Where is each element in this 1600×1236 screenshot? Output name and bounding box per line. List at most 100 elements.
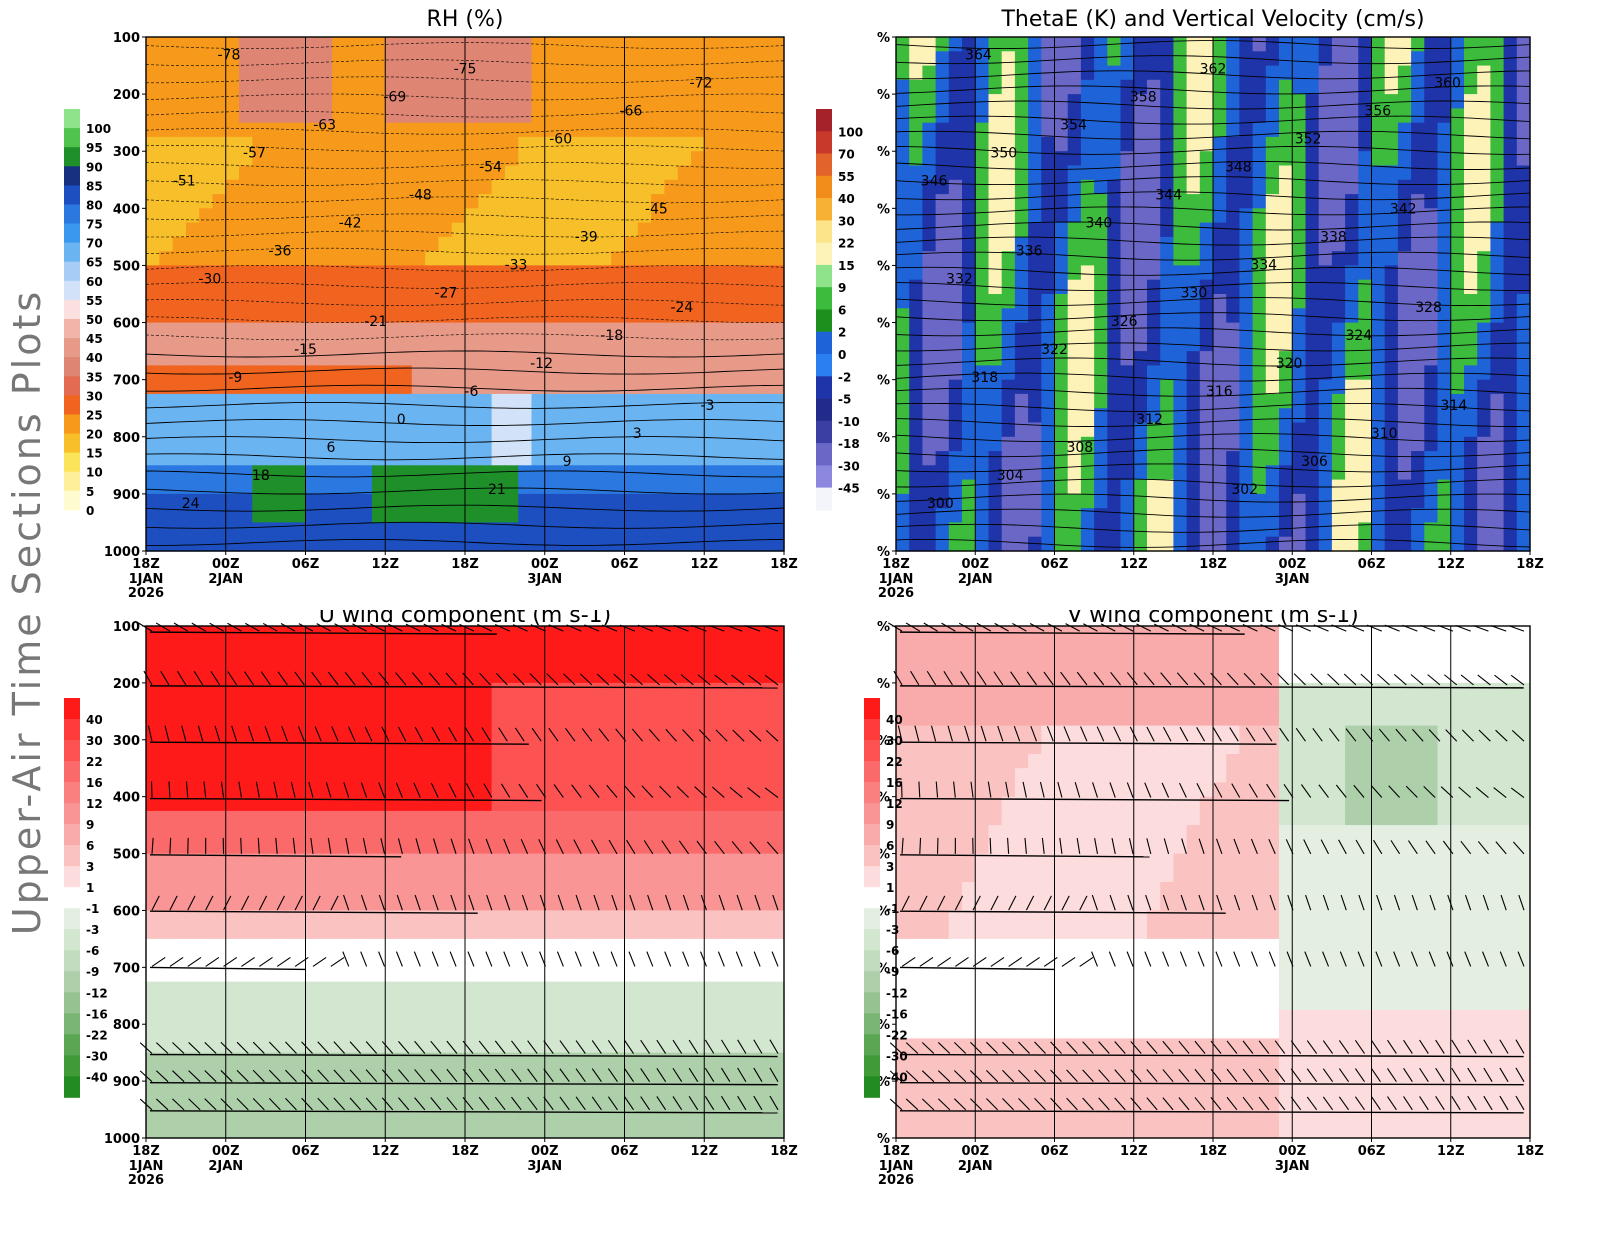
contour-label: -66: [619, 104, 642, 120]
field-cell: [345, 65, 360, 81]
field-cell: [962, 165, 976, 181]
field-cell: [265, 94, 280, 109]
field-cell: [1358, 465, 1373, 481]
field-cell: [398, 725, 413, 741]
field-cell: [637, 924, 652, 940]
field-cell: [1516, 508, 1531, 524]
field-cell: [1477, 279, 1491, 295]
field-cell: [345, 108, 360, 124]
field-cell: [212, 839, 227, 855]
field-cell: [1477, 65, 1491, 81]
field-cell: [1133, 351, 1148, 366]
field-cell: [465, 697, 479, 712]
field-cell: [1265, 351, 1280, 366]
field-cell: [1358, 94, 1373, 109]
field-cell: [425, 379, 439, 395]
field-cell: [571, 179, 586, 195]
field-cell: [239, 208, 253, 224]
field-cell: [1001, 108, 1016, 124]
field-cell: [571, 136, 586, 152]
field-cell: [159, 493, 174, 509]
field-cell: [1279, 94, 1293, 109]
field-cell: [172, 768, 187, 783]
field-cell: [1173, 379, 1188, 395]
field-cell: [1252, 493, 1267, 509]
field-cell: [1331, 208, 1346, 224]
field-cell: [611, 682, 626, 698]
field-cell: [1186, 294, 1201, 309]
field-cell: [637, 251, 652, 267]
colorbar-label: 60: [86, 275, 103, 289]
field-cell: [677, 522, 692, 538]
x-tick-label: 18Z: [882, 557, 910, 572]
field-cell: [185, 754, 200, 769]
field-cell: [345, 393, 360, 409]
field-cell: [1014, 151, 1029, 167]
field-cell: [372, 938, 386, 954]
field-cell: [1477, 51, 1491, 67]
field-cell: [332, 308, 346, 324]
field-cell: [664, 896, 679, 911]
field-cell: [1028, 194, 1042, 209]
field-cell: [544, 938, 559, 954]
field-cell: [318, 208, 333, 224]
field-cell: [425, 896, 439, 911]
field-cell: [199, 165, 214, 181]
field-cell: [465, 251, 479, 267]
field-cell: [691, 422, 705, 438]
field-cell: [1450, 79, 1465, 95]
field-cell: [597, 179, 612, 195]
field-cell: [1213, 51, 1227, 67]
field-cell: [730, 236, 745, 252]
field-cell: [1503, 279, 1518, 295]
field-cell: [597, 697, 612, 712]
field-cell: [358, 408, 373, 424]
field-cell: [611, 408, 626, 424]
field-cell: [225, 308, 240, 324]
field-cell: [975, 522, 990, 538]
field-cell: [372, 94, 386, 109]
field-cell: [757, 739, 772, 755]
contour-label: 320: [1276, 356, 1303, 372]
field-cell: [159, 251, 174, 267]
field-cell: [146, 65, 160, 81]
field-cell: [345, 508, 360, 524]
field-cell: [988, 393, 1003, 409]
field-cell: [1424, 179, 1439, 195]
field-cell: [372, 37, 386, 52]
field-cell: [1424, 194, 1439, 209]
field-cell: [1054, 379, 1069, 395]
field-cell: [1226, 251, 1240, 267]
field-cell: [1147, 351, 1161, 366]
field-cell: [239, 711, 253, 727]
field-cell: [398, 668, 413, 684]
field-cell: [465, 151, 479, 167]
field-cell: [411, 697, 426, 712]
field-cell: [571, 910, 586, 926]
field-cell: [146, 896, 160, 911]
field-cell: [1305, 208, 1320, 224]
field-cell: [1080, 508, 1095, 524]
field-cell: [146, 136, 160, 152]
field-cell: [159, 322, 174, 338]
field-cell: [385, 853, 400, 869]
field-cell: [544, 236, 559, 252]
field-cell: [744, 953, 758, 968]
field-cell: [730, 451, 745, 466]
field-cell: [1252, 279, 1267, 295]
field-cell: [637, 79, 652, 95]
field-cell: [372, 336, 386, 352]
field-cell: [265, 508, 280, 524]
field-cell: [611, 422, 626, 438]
field-cell: [544, 754, 559, 769]
field-cell: [385, 251, 400, 267]
field-cell: [730, 882, 745, 897]
field-cell: [717, 222, 732, 238]
field-cell: [305, 51, 320, 67]
field-cell: [185, 436, 200, 452]
field-cell: [1028, 522, 1042, 538]
field-cell: [398, 924, 413, 940]
field-cell: [1160, 65, 1174, 81]
field-cell: [225, 910, 240, 926]
field-cell: [664, 279, 679, 295]
